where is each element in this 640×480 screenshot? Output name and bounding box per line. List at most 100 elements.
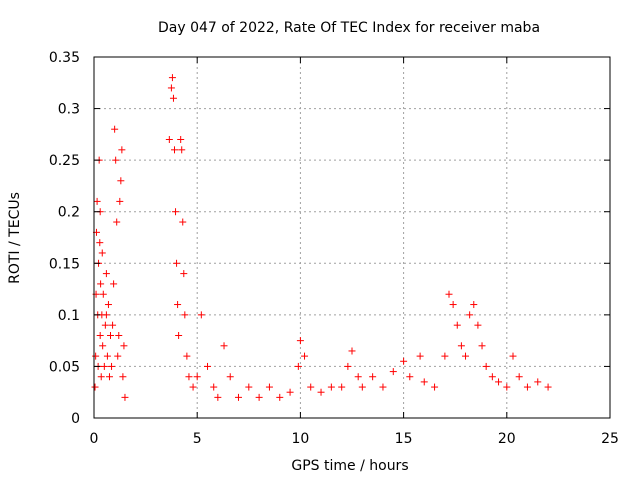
data-point <box>108 362 116 370</box>
data-point <box>165 136 173 144</box>
data-point <box>168 74 176 82</box>
data-point <box>482 362 490 370</box>
data-point <box>495 378 503 386</box>
data-point <box>478 342 486 350</box>
data-point <box>245 383 253 391</box>
data-point <box>113 218 121 226</box>
x-axis-label: GPS time / hours <box>291 458 408 474</box>
data-point <box>91 383 99 391</box>
data-point <box>103 352 111 360</box>
data-point <box>96 331 104 339</box>
data-point <box>178 146 186 154</box>
data-point <box>354 373 362 381</box>
data-point <box>466 311 474 319</box>
data-point <box>96 239 104 247</box>
data-point <box>327 383 335 391</box>
data-point <box>406 373 414 381</box>
data-point <box>193 373 201 381</box>
data-point <box>358 383 366 391</box>
data-point <box>379 383 387 391</box>
data-point <box>170 146 178 154</box>
data-point <box>449 301 457 309</box>
data-point <box>185 373 193 381</box>
data-point <box>172 208 180 216</box>
data-points <box>91 74 552 401</box>
data-point <box>488 373 496 381</box>
data-point <box>117 177 125 185</box>
data-point <box>470 301 478 309</box>
y-tick-label: 0.3 <box>58 102 80 118</box>
x-tick-label: 15 <box>395 431 413 447</box>
y-tick-label: 0.25 <box>49 153 80 169</box>
data-point <box>97 280 105 288</box>
y-tick-label: 0.1 <box>58 308 80 324</box>
data-point <box>102 311 110 319</box>
data-point <box>255 393 263 401</box>
data-point <box>286 388 294 396</box>
data-point <box>523 383 531 391</box>
data-point <box>98 249 106 257</box>
data-point <box>107 331 115 339</box>
data-point <box>226 373 234 381</box>
data-point <box>183 352 191 360</box>
data-point <box>189 383 197 391</box>
data-point <box>177 136 185 144</box>
data-point <box>119 373 127 381</box>
data-point <box>462 352 470 360</box>
data-point <box>294 362 302 370</box>
x-tick-label: 0 <box>90 431 99 447</box>
data-point <box>92 352 100 360</box>
data-point <box>348 347 356 355</box>
data-point <box>104 301 112 309</box>
data-point <box>99 290 107 298</box>
y-tick-label: 0.05 <box>49 359 80 375</box>
data-point <box>301 352 309 360</box>
data-point <box>307 383 315 391</box>
y-axis-label: ROTI / TECUs <box>7 192 23 284</box>
data-point <box>474 321 482 329</box>
data-point <box>503 383 511 391</box>
data-point <box>453 321 461 329</box>
data-point <box>400 357 408 365</box>
data-point <box>99 342 107 350</box>
data-point <box>344 362 352 370</box>
data-point <box>534 378 542 386</box>
data-point <box>420 378 428 386</box>
data-point <box>214 393 222 401</box>
data-point <box>174 301 182 309</box>
data-point <box>121 393 129 401</box>
data-point <box>220 342 228 350</box>
y-tick-label: 0.15 <box>49 256 80 272</box>
data-point <box>118 146 126 154</box>
data-point <box>457 342 465 350</box>
data-point <box>100 362 108 370</box>
data-point <box>369 373 377 381</box>
data-point <box>179 218 187 226</box>
data-point <box>102 270 110 278</box>
gridlines <box>94 57 610 418</box>
data-point <box>101 321 109 329</box>
data-point <box>441 352 449 360</box>
data-point <box>109 321 117 329</box>
data-point <box>111 125 119 133</box>
x-tick-label: 20 <box>498 431 516 447</box>
data-point <box>276 393 284 401</box>
data-point <box>167 84 175 92</box>
data-point <box>509 352 517 360</box>
data-point <box>175 331 183 339</box>
data-point <box>431 383 439 391</box>
data-point <box>115 331 123 339</box>
data-point <box>416 352 424 360</box>
data-point <box>120 342 128 350</box>
data-point <box>116 197 124 205</box>
data-point <box>105 373 113 381</box>
data-point <box>515 373 523 381</box>
y-tick-label: 0.35 <box>49 50 80 66</box>
data-point <box>181 311 189 319</box>
data-point <box>204 362 212 370</box>
data-point <box>296 337 304 345</box>
data-point <box>544 383 552 391</box>
y-axis: 0 0.05 0.1 0.15 0.2 0.25 0.3 0.35 <box>49 50 610 427</box>
data-point <box>197 311 205 319</box>
